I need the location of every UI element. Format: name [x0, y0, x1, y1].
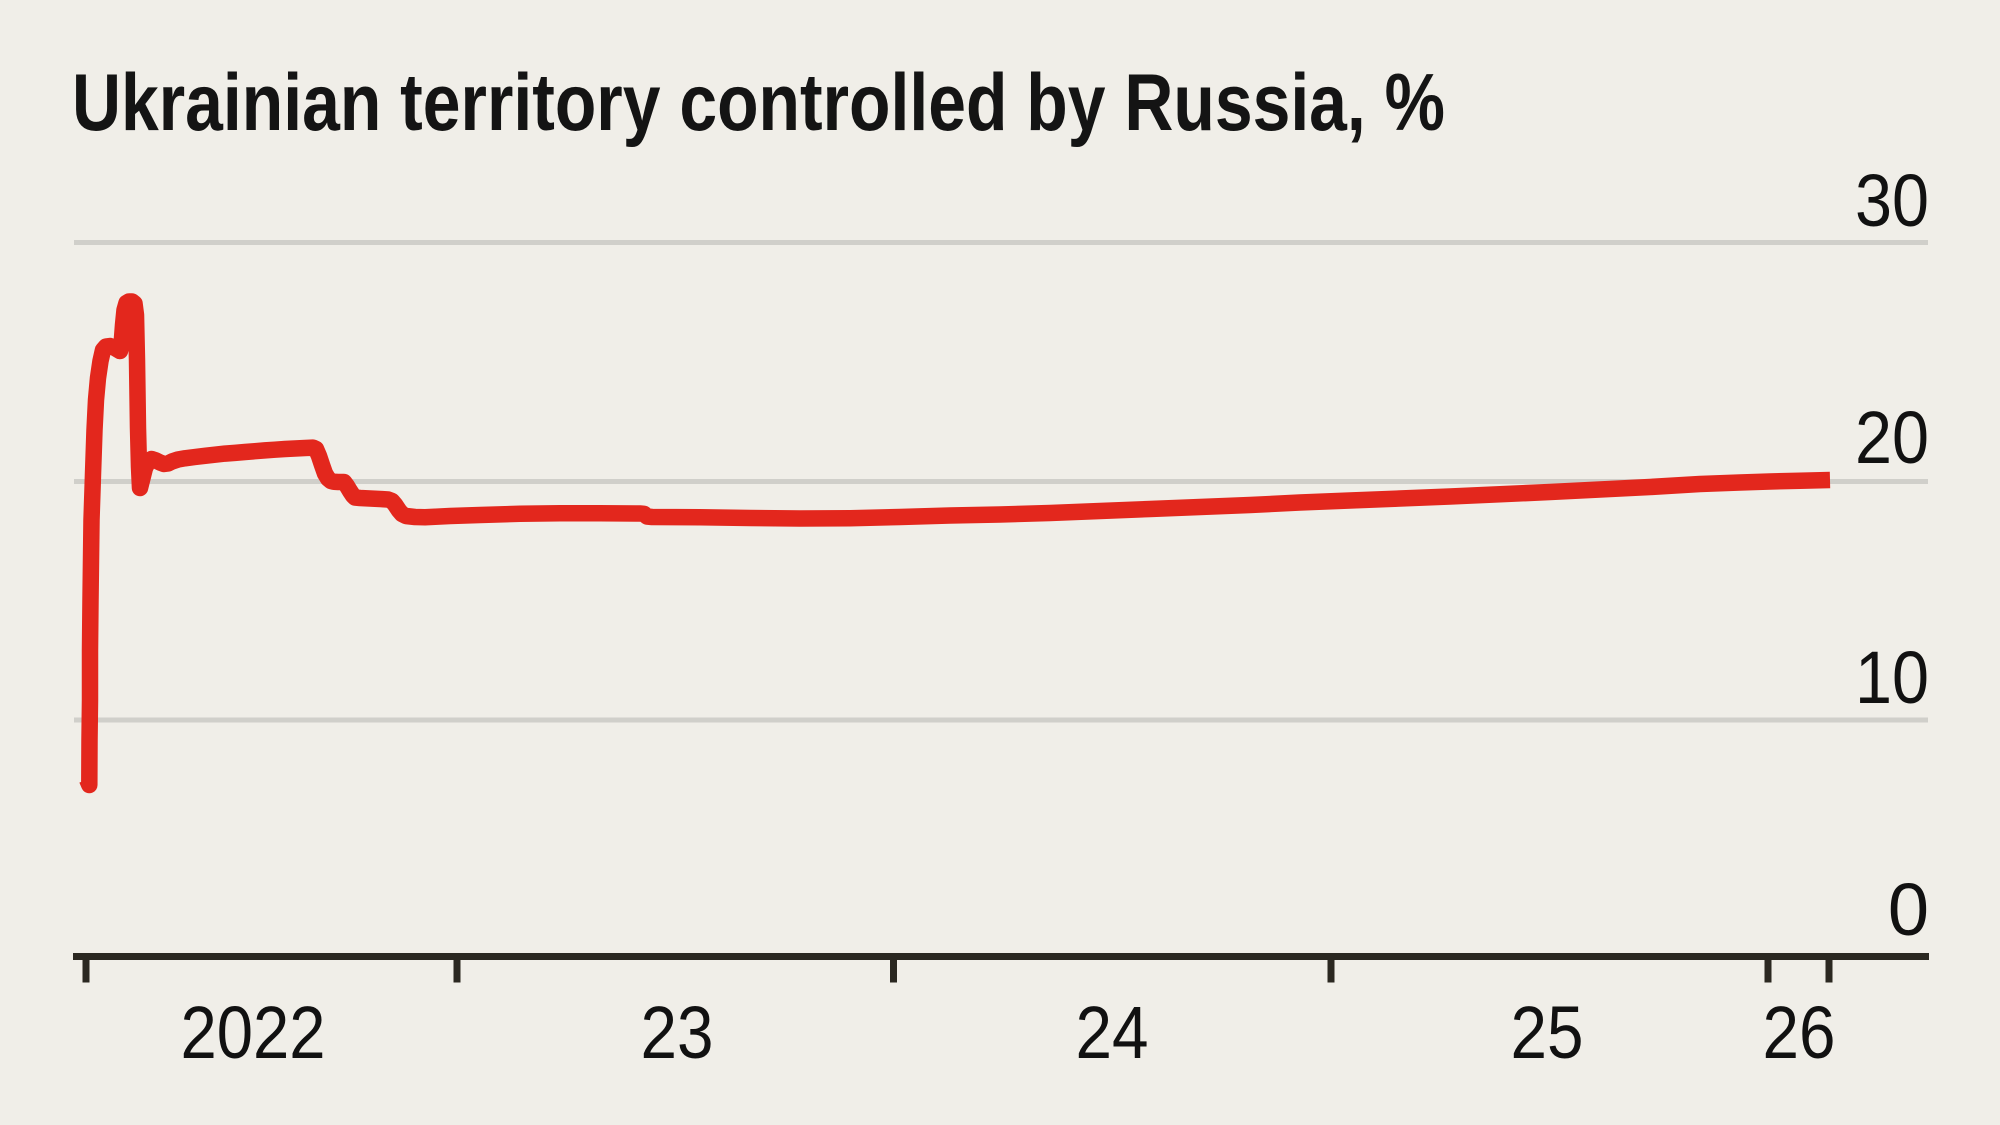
svg-text:Ukrainian territory controlled: Ukrainian territory controlled by Russia…: [72, 58, 1445, 148]
svg-text:26: 26: [1763, 991, 1836, 1074]
svg-text:2022: 2022: [181, 991, 326, 1074]
svg-text:0: 0: [1888, 868, 1929, 951]
svg-text:25: 25: [1511, 991, 1584, 1074]
svg-text:23: 23: [641, 991, 714, 1074]
svg-text:10: 10: [1855, 636, 1929, 719]
svg-text:30: 30: [1855, 159, 1929, 242]
svg-text:20: 20: [1855, 396, 1929, 479]
svg-text:24: 24: [1076, 991, 1149, 1074]
